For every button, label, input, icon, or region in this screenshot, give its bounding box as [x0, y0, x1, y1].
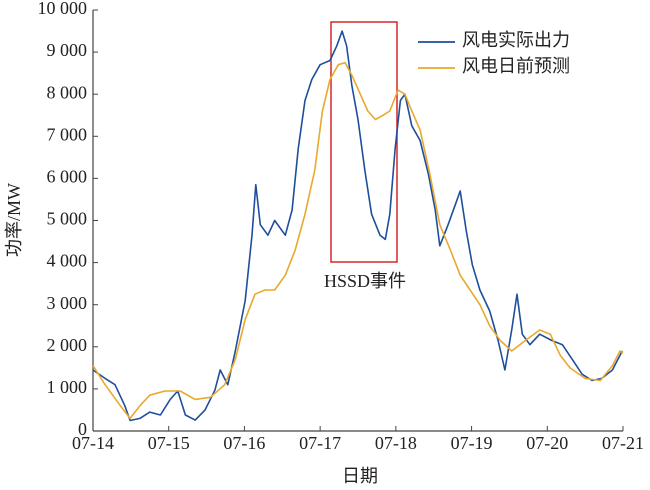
- x-tick-label: 07-21: [602, 433, 644, 453]
- x-tick-label: 07-17: [299, 433, 341, 453]
- y-tick-label: 2 000: [47, 335, 88, 355]
- series-line: [92, 61, 624, 420]
- x-axis-label: 日期: [342, 466, 378, 486]
- x-tick-label: 07-18: [375, 433, 417, 453]
- series-line: [92, 30, 623, 422]
- y-tick-label: 3 000: [47, 293, 88, 313]
- x-tick-label: 07-20: [526, 433, 568, 453]
- event-box: [330, 21, 398, 263]
- x-tick-label: 07-14: [72, 433, 114, 453]
- y-tick-label: 5 000: [47, 209, 88, 229]
- y-tick-label: 10 000: [38, 0, 88, 18]
- annotation: HSSD事件: [324, 271, 406, 291]
- y-tick-label: 4 000: [47, 251, 88, 271]
- y-tick-label: 1 000: [47, 377, 88, 397]
- x-tick-label: 07-15: [148, 433, 190, 453]
- y-tick-label: 9 000: [47, 40, 88, 60]
- y-tick-label: 7 000: [47, 124, 88, 144]
- x-tick-label: 07-16: [223, 433, 265, 453]
- y-tick-label: 8 000: [47, 82, 88, 102]
- y-tick-label: 6 000: [47, 167, 88, 187]
- y-tick-label: 0: [78, 419, 87, 439]
- legend-label: 风电实际出力: [462, 30, 570, 50]
- legend-label: 风电日前预测: [462, 56, 570, 76]
- x-tick-label: 07-19: [451, 433, 493, 453]
- y-axis-label: 功率/MW: [4, 183, 24, 257]
